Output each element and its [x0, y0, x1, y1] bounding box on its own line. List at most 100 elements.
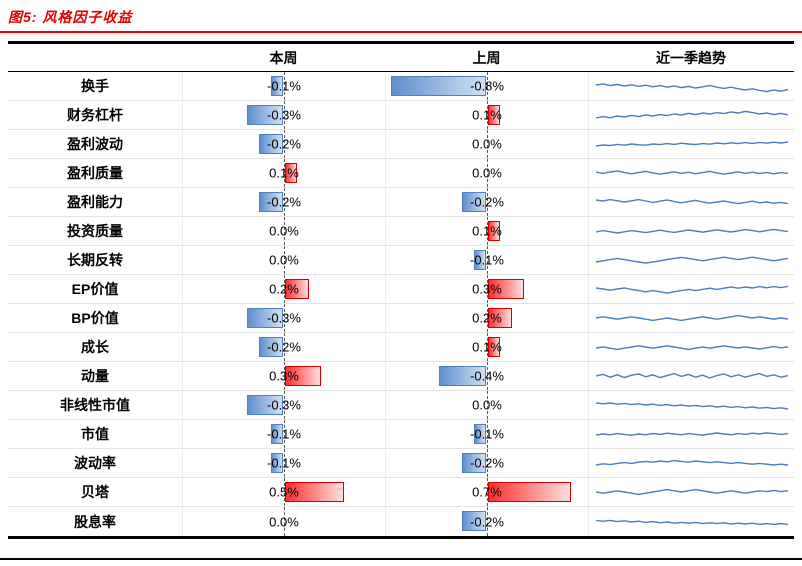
figure-header: 图5: 风格因子收益 [0, 0, 802, 29]
bar-value: 0.0% [269, 252, 299, 268]
bar-axis-line [284, 420, 285, 448]
negative-data-bar [247, 308, 283, 328]
bar-value: 0.2% [269, 281, 299, 297]
factor-label: 非线性市值 [60, 397, 130, 413]
last-week-bar-cell: 0.0% [385, 159, 588, 187]
trend-sparkline [595, 372, 788, 379]
this-week-bar-cell: 0.0% [182, 507, 385, 536]
trend-sparkline [595, 402, 788, 410]
this-week-bar-cell: -0.2% [182, 130, 385, 158]
last-week-bar-cell: 0.1% [385, 101, 588, 129]
factor-label: 股息率 [74, 513, 116, 530]
trend-cell [588, 333, 794, 361]
negative-data-bar [247, 395, 283, 415]
trend-sparkline [595, 459, 788, 466]
table-row: BP价值 -0.3% 0.2% [8, 304, 794, 333]
last-week-bar-cell: -0.1% [385, 420, 588, 448]
table-row: 波动率 -0.1% -0.2% [8, 449, 794, 478]
factor-label: 成长 [81, 339, 109, 355]
trend-cell [588, 72, 794, 100]
trend-sparkline [595, 345, 788, 351]
bar-axis-line [284, 391, 285, 419]
this-week-bar-cell: -0.2% [182, 333, 385, 361]
negative-data-bar [391, 76, 486, 96]
trend-sparkline [595, 110, 788, 119]
bar-axis-line [487, 449, 488, 477]
table-row: 长期反转 0.0% -0.1% [8, 246, 794, 275]
title-underline [0, 31, 802, 33]
factor-label: 换手 [81, 78, 109, 94]
table-row: 股息率 0.0% -0.2% [8, 507, 794, 536]
bar-axis-line [284, 362, 285, 390]
table-row: 换手 -0.1% -0.8% [8, 72, 794, 101]
col-header-this-week: 本周 [269, 49, 298, 66]
table-body: 换手 -0.1% -0.8% 财务杠杆 -0.3% 0.1% 盈利波动 -0.2% 0.0% 盈利… [8, 72, 794, 536]
negative-data-bar [462, 453, 486, 473]
bar-axis-line [284, 246, 285, 274]
this-week-bar-cell: -0.3% [182, 101, 385, 129]
trend-sparkline [595, 256, 788, 264]
table-header-row: 本周 上周 近一季趋势 [8, 44, 794, 72]
positive-data-bar [488, 221, 500, 241]
positive-data-bar [488, 308, 512, 328]
trend-sparkline [595, 228, 788, 234]
last-week-bar-cell: -0.8% [385, 72, 588, 100]
bar-value: 0.0% [472, 397, 502, 413]
positive-data-bar [488, 337, 500, 357]
bar-axis-line [284, 275, 285, 303]
this-week-bar-cell: -0.3% [182, 391, 385, 419]
negative-data-bar [259, 192, 283, 212]
trend-sparkline [595, 285, 788, 294]
positive-data-bar [285, 482, 345, 502]
bar-axis-line [487, 507, 488, 536]
bar-axis-line [487, 362, 488, 390]
bar-value: -0.1% [267, 426, 301, 442]
trend-cell [588, 391, 794, 419]
trend-sparkline [595, 432, 788, 436]
last-week-bar-cell: -0.2% [385, 188, 588, 216]
factor-label: 盈利波动 [67, 136, 123, 152]
bar-axis-line [284, 333, 285, 361]
negative-data-bar [462, 192, 486, 212]
bar-axis-line [487, 333, 488, 361]
positive-data-bar [488, 105, 500, 125]
bar-value: 0.1% [472, 107, 502, 123]
factor-label: 投资质量 [67, 223, 123, 239]
bar-axis-line [284, 188, 285, 216]
bar-axis-line [487, 275, 488, 303]
bar-value: 0.0% [472, 165, 502, 181]
bar-value: 0.1% [269, 165, 299, 181]
this-week-bar-cell: -0.1% [182, 420, 385, 448]
bar-value: -0.3% [267, 310, 301, 326]
this-week-bar-cell: 0.0% [182, 246, 385, 274]
trend-cell [588, 159, 794, 187]
negative-data-bar [474, 424, 486, 444]
bar-value: 0.3% [269, 368, 299, 384]
this-week-bar-cell: 0.5% [182, 478, 385, 506]
positive-data-bar [488, 279, 524, 299]
this-week-bar-cell: 0.1% [182, 159, 385, 187]
last-week-bar-cell: -0.2% [385, 449, 588, 477]
negative-data-bar [271, 453, 283, 473]
factor-label: EP价值 [71, 281, 119, 297]
bar-value: -0.2% [470, 455, 504, 471]
table-row: EP价值 0.2% 0.3% [8, 275, 794, 304]
bar-value: 0.5% [269, 484, 299, 500]
factor-label: 长期反转 [67, 252, 123, 268]
trend-sparkline [595, 170, 788, 175]
factor-label: 波动率 [74, 455, 116, 471]
this-week-bar-cell: 0.2% [182, 275, 385, 303]
bar-axis-line [284, 101, 285, 129]
bar-value: 0.0% [269, 514, 299, 529]
trend-cell [588, 188, 794, 216]
trend-cell [588, 246, 794, 274]
bar-axis-line [284, 217, 285, 245]
trend-cell [588, 420, 794, 448]
trend-sparkline [595, 519, 788, 525]
table-row: 贝塔 0.5% 0.7% [8, 478, 794, 507]
trend-cell [588, 478, 794, 506]
col-header-last-week: 上周 [472, 49, 501, 66]
bar-value: 0.0% [269, 223, 299, 239]
last-week-bar-cell: -0.2% [385, 507, 588, 536]
bar-value: -0.8% [470, 78, 504, 94]
